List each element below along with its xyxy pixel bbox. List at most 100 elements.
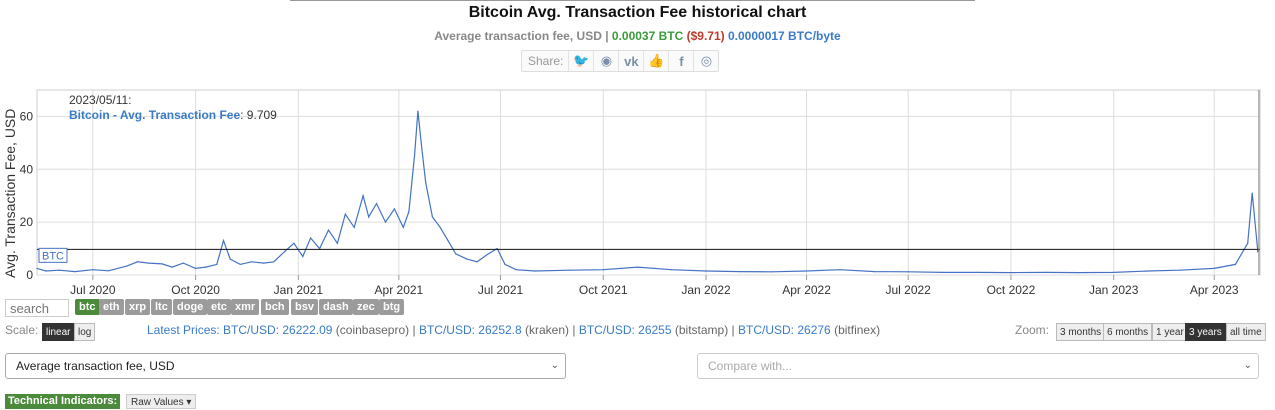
data-point bbox=[413, 155, 416, 157]
zoom-button-3-years[interactable]: 3 years bbox=[1185, 323, 1226, 341]
price-bitstamp[interactable]: BTC/USD: 26255 bbox=[578, 323, 672, 337]
y-tick-label: 0 bbox=[26, 268, 33, 282]
data-point bbox=[805, 270, 808, 272]
data-point bbox=[942, 271, 944, 273]
coin-button-ltc[interactable]: ltc bbox=[151, 299, 172, 315]
x-tick-label: Oct 2021 bbox=[579, 283, 628, 297]
coin-button-bsv[interactable]: bsv bbox=[291, 299, 318, 315]
zoom-label: Zoom: bbox=[1015, 323, 1050, 337]
coin-button-eth[interactable]: eth bbox=[99, 299, 124, 315]
data-point bbox=[670, 269, 673, 271]
like-icon[interactable]: 👍 bbox=[643, 51, 668, 71]
zoom-button-all-time[interactable]: all time bbox=[1226, 323, 1266, 341]
y-axis: 0 20 40 60 bbox=[20, 109, 34, 282]
data-point bbox=[515, 269, 517, 271]
data-point bbox=[284, 250, 286, 252]
data-point bbox=[740, 271, 742, 273]
data-point bbox=[107, 270, 110, 272]
x-tick-label: Jul 2020 bbox=[70, 283, 116, 297]
data-point bbox=[136, 261, 139, 263]
data-point bbox=[384, 221, 387, 223]
subtitle: Average transaction fee, USD | 0.00037 B… bbox=[434, 29, 841, 43]
data-point bbox=[976, 271, 979, 273]
compare-select[interactable]: Compare with... ⌄ bbox=[697, 353, 1259, 379]
coin-button-doge[interactable]: doge bbox=[173, 299, 208, 315]
scale-linear-button[interactable]: linear bbox=[42, 323, 75, 341]
data-point bbox=[263, 262, 265, 264]
metric-select[interactable]: Average transaction fee, USD ⌄ bbox=[5, 353, 566, 379]
coin-button-xrp[interactable]: xrp bbox=[125, 299, 151, 315]
raw-values-dropdown[interactable]: Raw Values ▾ bbox=[126, 394, 197, 409]
data-point bbox=[126, 265, 129, 267]
tooltip-line: Bitcoin - Avg. Transaction Fee: 9.709 bbox=[69, 108, 277, 122]
coin-button-etc[interactable]: etc bbox=[207, 299, 231, 315]
coin-button-btc[interactable]: btc bbox=[75, 299, 100, 315]
data-point bbox=[92, 269, 94, 271]
twitter-icon[interactable]: 🐦 bbox=[568, 51, 593, 71]
series-line bbox=[36, 111, 1260, 274]
data-point bbox=[1179, 269, 1181, 271]
price-coinbasepro[interactable]: BTC/USD: 26222.09 bbox=[223, 323, 333, 337]
x-tick-label: Oct 2020 bbox=[171, 283, 220, 297]
zoom-button-3-months[interactable]: 3 months bbox=[1056, 323, 1106, 341]
zoom-button-1-year[interactable]: 1 year bbox=[1152, 323, 1188, 341]
coin-button-xmr[interactable]: xmr bbox=[231, 299, 260, 315]
data-point bbox=[336, 242, 338, 244]
price-bitfinex[interactable]: BTC/USD: 26276 bbox=[738, 323, 831, 337]
data-point bbox=[1247, 242, 1249, 244]
data-point bbox=[839, 269, 841, 271]
data-point bbox=[447, 240, 449, 242]
data-point bbox=[1045, 271, 1047, 273]
data-point bbox=[195, 267, 197, 269]
data-point bbox=[344, 213, 346, 215]
coin-button-zec[interactable]: zec bbox=[353, 299, 379, 315]
price-kraken[interactable]: BTC/USD: 26252.8 bbox=[418, 323, 522, 337]
data-point bbox=[705, 270, 707, 272]
data-point bbox=[368, 216, 370, 218]
data-point bbox=[58, 269, 60, 271]
search-input[interactable]: search bbox=[5, 299, 69, 317]
data-point bbox=[425, 181, 427, 184]
chevron-down-icon: ⌄ bbox=[1243, 360, 1252, 371]
coin-button-dash[interactable]: dash bbox=[319, 299, 353, 315]
data-point bbox=[161, 263, 163, 265]
data-point bbox=[402, 226, 404, 228]
data-point bbox=[420, 142, 422, 144]
data-point bbox=[771, 271, 773, 273]
y-tick-label: 60 bbox=[20, 109, 34, 123]
coin-button-btg[interactable]: btg bbox=[379, 299, 405, 315]
data-point bbox=[569, 269, 571, 271]
zoom-button-6-months[interactable]: 6 months bbox=[1103, 323, 1153, 341]
subtitle-label: Average transaction fee, USD bbox=[434, 29, 602, 43]
tooltip-series: Bitcoin - Avg. Transaction Fee bbox=[69, 108, 240, 122]
weibo-icon[interactable]: ◎ bbox=[693, 51, 718, 71]
data-point bbox=[182, 262, 184, 264]
subtitle-usd-value: ($9.71) bbox=[686, 29, 725, 43]
data-point bbox=[353, 226, 355, 228]
scale-label: Scale: bbox=[5, 323, 39, 337]
scale-log-button[interactable]: log bbox=[74, 323, 96, 341]
vk-icon[interactable]: vk bbox=[618, 51, 643, 71]
y-axis-label: Avg. Transaction Fee, USD bbox=[2, 109, 18, 278]
data-point bbox=[1254, 226, 1257, 228]
chevron-down-icon: ⌄ bbox=[550, 360, 559, 371]
data-point bbox=[1213, 267, 1215, 269]
reddit-icon[interactable]: ◉ bbox=[593, 51, 618, 71]
data-point bbox=[273, 261, 275, 263]
data-point bbox=[602, 269, 604, 271]
facebook-icon[interactable]: f bbox=[668, 51, 693, 71]
y-tick-label: 20 bbox=[20, 215, 34, 229]
data-point bbox=[74, 271, 76, 273]
data-point bbox=[1010, 272, 1012, 274]
coin-button-bch[interactable]: bch bbox=[261, 299, 289, 315]
technical-indicators-label: Technical Indicators: bbox=[5, 394, 121, 409]
data-point bbox=[431, 216, 433, 218]
subtitle-byte-value: 0.0000017 BTC/byte bbox=[728, 29, 841, 43]
marker-box bbox=[38, 247, 68, 263]
data-point bbox=[216, 263, 218, 265]
x-tick-label: Apr 2022 bbox=[782, 283, 831, 297]
fee-chart[interactable]: 0 20 40 60 Jul 2020 Oct 2020 Jan 2021 Apr 2021… bbox=[0, 82, 1275, 297]
latest-prices: Latest Prices: BTC/USD: 26222.09 (coinba… bbox=[147, 323, 881, 337]
data-point bbox=[36, 267, 38, 269]
data-point bbox=[504, 263, 506, 265]
